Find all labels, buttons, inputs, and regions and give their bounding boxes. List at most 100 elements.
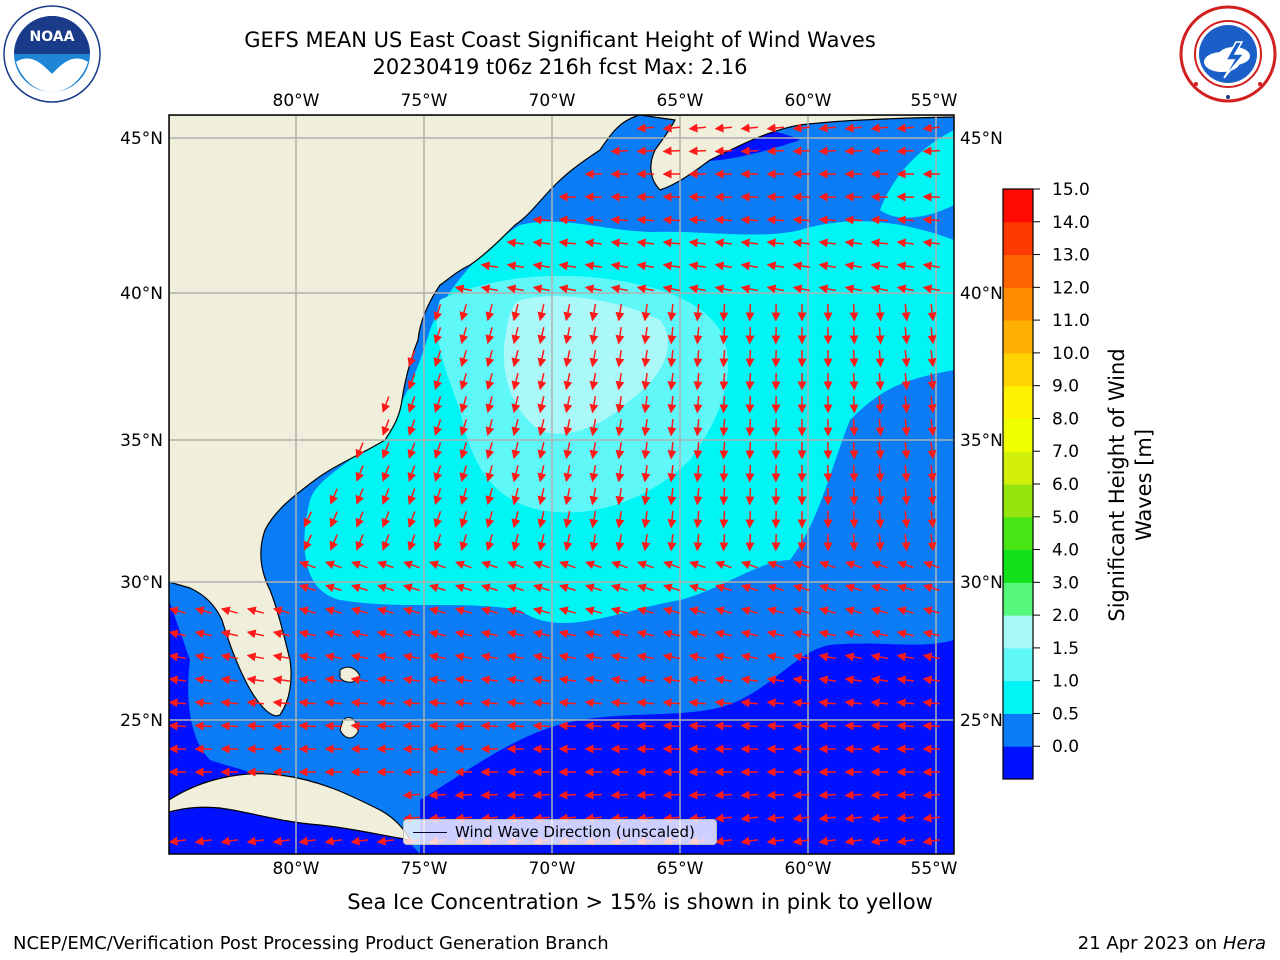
colorbar-tick-label: 10.0 xyxy=(1052,344,1090,364)
wave-direction-arrow xyxy=(766,284,784,294)
wave-direction-arrow xyxy=(537,350,547,368)
wave-direction-arrow xyxy=(407,419,417,436)
wave-direction-arrow xyxy=(636,721,655,731)
wave-direction-arrow xyxy=(636,675,655,685)
wave-direction-arrow xyxy=(714,836,733,846)
wave-direction-arrow xyxy=(636,215,655,225)
wave-direction-arrow xyxy=(636,146,655,156)
wave-direction-arrow xyxy=(641,372,651,391)
wave-direction-arrow xyxy=(766,675,785,685)
wave-direction-arrow xyxy=(927,349,937,368)
footer-host: Hera xyxy=(1222,933,1266,954)
wave-direction-arrow xyxy=(662,192,681,202)
wave-direction-arrow xyxy=(615,349,625,368)
wave-direction-arrow xyxy=(844,721,863,731)
wave-direction-arrow xyxy=(896,606,914,616)
lat-label-right-30n: 30°N xyxy=(960,573,1003,593)
wave-direction-arrow xyxy=(870,721,889,731)
wave-direction-arrow xyxy=(901,326,911,345)
colorbar-tick-label: 3.0 xyxy=(1052,573,1079,593)
wave-direction-arrow xyxy=(792,238,811,248)
colorbar-segment xyxy=(1003,287,1033,321)
colorbar-tick-label: 14.0 xyxy=(1052,213,1090,233)
wave-direction-arrow xyxy=(459,304,469,322)
wave-direction-arrow xyxy=(563,373,573,391)
wave-direction-arrow xyxy=(875,533,885,552)
chart-title: GEFS MEAN US East Coast Significant Heig… xyxy=(244,28,876,52)
wave-direction-arrow xyxy=(745,441,755,460)
wave-direction-arrow xyxy=(745,510,755,529)
wave-direction-arrow xyxy=(584,261,603,271)
wave-direction-arrow xyxy=(454,675,473,685)
wave-direction-arrow xyxy=(849,510,859,529)
wave-direction-arrow xyxy=(589,372,599,391)
wave-direction-arrow xyxy=(584,284,602,294)
wave-direction-arrow xyxy=(433,511,443,529)
wave-direction-arrow xyxy=(849,349,859,368)
wave-direction-arrow xyxy=(714,261,733,271)
wave-direction-arrow xyxy=(641,303,651,322)
wave-direction-arrow xyxy=(558,721,577,731)
wave-direction-arrow xyxy=(901,533,911,552)
colorbar-segment xyxy=(1003,647,1033,682)
wave-direction-arrow xyxy=(719,487,729,506)
wave-direction-arrow xyxy=(537,534,547,552)
wave-direction-arrow xyxy=(766,652,785,662)
wave-direction-arrow xyxy=(844,652,863,662)
wave-direction-arrow xyxy=(558,284,576,294)
wave-direction-arrow xyxy=(220,652,239,662)
wave-direction-arrow xyxy=(454,629,472,639)
wave-direction-arrow xyxy=(350,629,368,639)
wave-direction-arrow xyxy=(194,698,213,708)
wave-direction-arrow xyxy=(355,534,364,551)
wave-direction-arrow xyxy=(844,629,862,639)
wave-direction-arrow xyxy=(459,534,469,552)
wave-direction-arrow xyxy=(766,629,784,639)
wave-direction-arrow xyxy=(927,533,937,552)
colorbar-segment xyxy=(1003,680,1033,714)
wave-direction-arrow xyxy=(637,560,654,570)
wave-direction-arrow xyxy=(610,652,629,662)
wave-direction-arrow xyxy=(428,583,446,593)
wave-direction-arrow xyxy=(719,303,729,322)
wave-direction-arrow xyxy=(927,303,937,322)
wave-direction-arrow xyxy=(714,675,733,685)
wave-direction-arrow xyxy=(558,583,576,593)
wave-direction-arrow xyxy=(169,675,187,685)
wave-direction-arrow xyxy=(558,215,577,225)
colorbar-segment xyxy=(1003,582,1033,616)
lon-label-top-70w: 70°W xyxy=(529,91,576,111)
wave-direction-arrow xyxy=(849,326,859,345)
wave-direction-arrow xyxy=(329,488,338,505)
wave-direction-arrow xyxy=(792,261,811,271)
wave-direction-arrow xyxy=(745,372,755,391)
wave-direction-arrow xyxy=(875,372,885,391)
colorbar-tick-label: 0.0 xyxy=(1052,737,1079,757)
colorbar-segment xyxy=(1003,221,1033,256)
wave-direction-arrow xyxy=(169,698,187,708)
wave-direction-arrow xyxy=(615,372,625,391)
wave-direction-arrow xyxy=(870,583,888,593)
wave-direction-arrow xyxy=(584,813,603,823)
wave-direction-arrow xyxy=(636,238,655,248)
wave-direction-arrow xyxy=(922,583,940,593)
wave-direction-arrow xyxy=(688,790,707,800)
wave-direction-arrow xyxy=(246,629,264,639)
lon-label-bottom-60w: 60°W xyxy=(785,859,832,879)
wave-direction-arrow xyxy=(693,326,703,345)
wave-direction-arrow xyxy=(454,813,473,823)
wave-direction-arrow xyxy=(376,583,394,593)
wave-direction-arrow xyxy=(745,418,755,437)
wave-direction-arrow xyxy=(537,396,547,414)
wave-direction-arrow xyxy=(246,652,265,662)
wave-direction-arrow xyxy=(615,303,625,322)
wave-direction-arrow xyxy=(688,238,707,248)
footer-date: 21 Apr 2023 on xyxy=(1077,933,1223,954)
wave-direction-arrow xyxy=(875,510,885,529)
wave-direction-arrow xyxy=(636,813,655,823)
wave-direction-arrow xyxy=(303,534,313,551)
wave-direction-arrow xyxy=(740,698,759,708)
wave-direction-arrow xyxy=(896,721,915,731)
wave-direction-arrow xyxy=(610,192,629,202)
wave-direction-arrow xyxy=(610,721,629,731)
